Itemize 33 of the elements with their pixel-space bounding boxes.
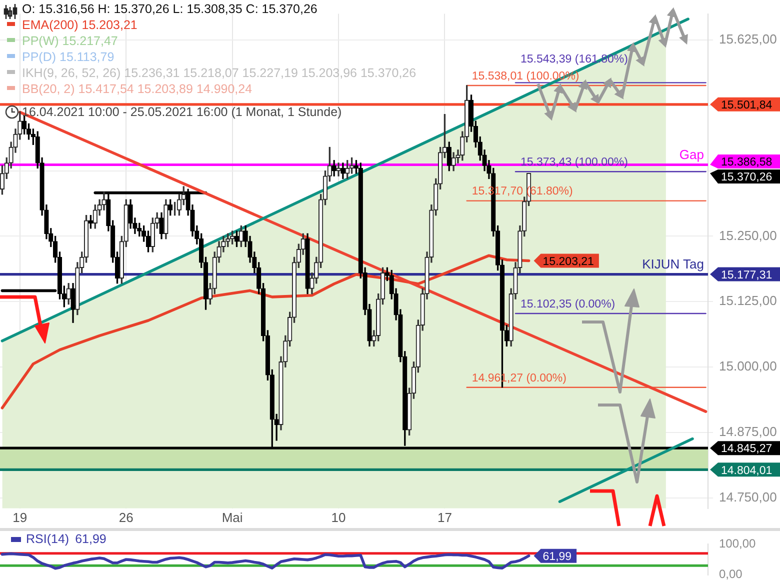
y-tick-label: 15.125,00 [719,293,777,308]
y-tick-label: 15.250,00 [719,228,777,243]
annotation: PP(W) 15.217,47 [22,33,119,49]
ref-line-label: 14.804,01 [721,464,772,477]
text: 15.370,26 [721,172,772,184]
ref-line-label: 15.501,84 [721,100,773,112]
ref-line-label: 15.177,31 [721,269,772,282]
text: 61,99 [75,532,106,546]
x-tick-label: 10 [331,510,346,525]
annotation: BB(20, 2) 15.417,54 15.203,89 14.990,24 [22,81,254,97]
ref-line-label: 15.386,58 [721,156,772,169]
annotation: KIJUN Tag [642,256,704,272]
x-tick-label: 19 [12,510,28,525]
x-tick-label: 26 [118,510,134,525]
ref-line-label: 14.845,27 [721,443,772,456]
text: 16.04.2021 10:00 - 25.05.2021 16:00 (1 Monat, 1 Stunde) [22,104,343,120]
annotation: PP(D) 15.113,79 [22,49,116,65]
data-label: 15.203,21 [542,256,594,268]
chart-title: O: 15.316,56 H: 15.370,26 L: 15.308,35 C: 15.370,26 [22,1,318,17]
annotation: IKH(9, 26, 52, 26) 15.236,31 15.218,07 15.227,19 15.203,96 15.370,26 [22,65,416,81]
x-tick-label: 17 [437,510,452,525]
y-tick-label: 15.000,00 [719,358,777,374]
x-tick-label: Mai [222,510,243,525]
y-tick-label: 0,00 [719,567,743,582]
legend-label: RSI(14) [26,532,70,546]
y-tick-label: 14.875,00 [719,424,777,440]
y-tick-label: 100,00 [719,536,756,551]
data-label: 61,99 [542,551,572,564]
y-tick-label: 14.750,00 [719,490,777,505]
annotation: Gap [679,146,704,162]
y-tick-label: 15.625,00 [719,32,777,47]
annotation: EMA(200) 15.203,21 [22,17,138,33]
series-label: 15.102,35 (0.00%) [520,298,616,310]
